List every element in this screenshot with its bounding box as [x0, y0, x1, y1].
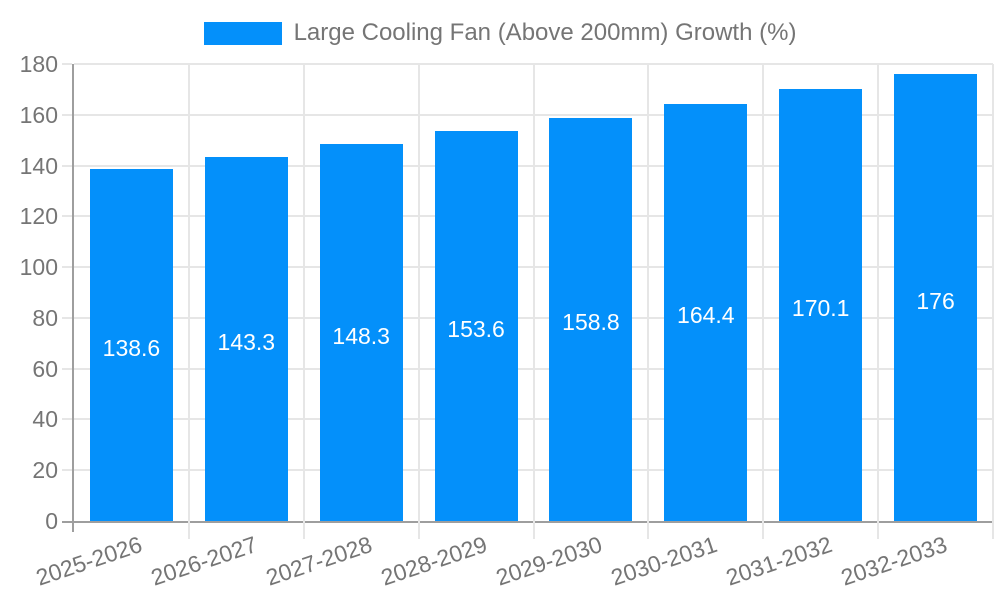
y-tick-mark — [62, 418, 72, 421]
y-tick-mark — [62, 113, 72, 116]
y-tick-label: 120 — [19, 203, 58, 230]
y-tick-mark — [62, 316, 72, 319]
bar — [664, 103, 748, 521]
x-tick-label: 2025-2026 — [33, 531, 146, 591]
y-tick-mark — [62, 469, 72, 472]
gridline-vertical — [302, 64, 305, 521]
x-tick-label: 2030-2031 — [607, 531, 721, 591]
gridline-vertical — [762, 64, 765, 521]
y-tick-label: 0 — [45, 508, 58, 534]
y-tick-mark — [62, 215, 72, 218]
y-tick-label: 20 — [32, 457, 58, 484]
y-tick-label: 80 — [32, 304, 58, 331]
y-tick-mark — [62, 266, 72, 269]
legend-label: Large Cooling Fan (Above 200mm) Growth (… — [293, 19, 797, 46]
x-tick-label: 2029-2030 — [492, 531, 606, 591]
y-tick-label: 180 — [19, 51, 58, 77]
x-tick-mark — [647, 521, 650, 539]
y-tick-label: 160 — [19, 101, 58, 128]
y-axis-line — [72, 64, 74, 532]
x-tick-label: 2026-2027 — [147, 531, 261, 591]
x-tick-label: 2032-2033 — [837, 531, 950, 591]
y-tick-mark — [62, 164, 72, 167]
legend: Large Cooling Fan (Above 200mm) Growth (… — [0, 16, 1000, 50]
bar — [319, 144, 403, 521]
x-tick-label: 2027-2028 — [262, 531, 376, 591]
y-tick-mark — [62, 367, 72, 370]
bar — [549, 117, 633, 521]
bar — [434, 131, 518, 521]
x-tick-mark — [762, 521, 765, 539]
legend-swatch — [203, 21, 282, 45]
x-tick-mark — [992, 521, 994, 539]
x-tick-label: 2028-2029 — [377, 531, 491, 591]
bar-value-label: 138.6 — [102, 335, 161, 362]
x-axis-baseline — [62, 521, 993, 523]
bar-value-label: 143.3 — [217, 329, 276, 356]
gridline-vertical — [417, 64, 420, 521]
x-tick-mark — [417, 521, 420, 539]
bar-value-label: 176 — [916, 287, 955, 314]
y-tick-label: 100 — [19, 254, 58, 281]
x-tick-mark — [532, 521, 535, 539]
y-tick-label: 40 — [32, 406, 58, 433]
x-tick-mark — [302, 521, 305, 539]
plot-area: 138.6 143.3 148.3 153.6 158.8 164.4 170.1 176 — [74, 63, 994, 521]
bar-value-label: 158.8 — [562, 309, 620, 336]
gridline-vertical — [532, 64, 535, 521]
gridline-vertical — [187, 64, 190, 521]
bar — [894, 74, 978, 521]
y-tick-label: 60 — [32, 355, 58, 382]
bar-value-label: 153.6 — [447, 316, 505, 342]
y-tick-label: 140 — [19, 152, 58, 179]
y-tick-mark — [62, 63, 72, 65]
bar — [89, 169, 173, 521]
gridline-vertical — [992, 64, 994, 521]
gridline-vertical — [877, 64, 880, 521]
bar-value-label: 148.3 — [332, 322, 390, 349]
bar-value-label: 164.4 — [677, 302, 735, 329]
bar-value-label: 170.1 — [791, 295, 850, 322]
gridline-vertical — [647, 64, 650, 521]
bar — [204, 157, 288, 521]
x-tick-mark — [187, 521, 190, 539]
bar — [779, 89, 863, 521]
x-tick-label: 2031-2032 — [722, 531, 835, 591]
x-tick-mark — [877, 521, 880, 539]
